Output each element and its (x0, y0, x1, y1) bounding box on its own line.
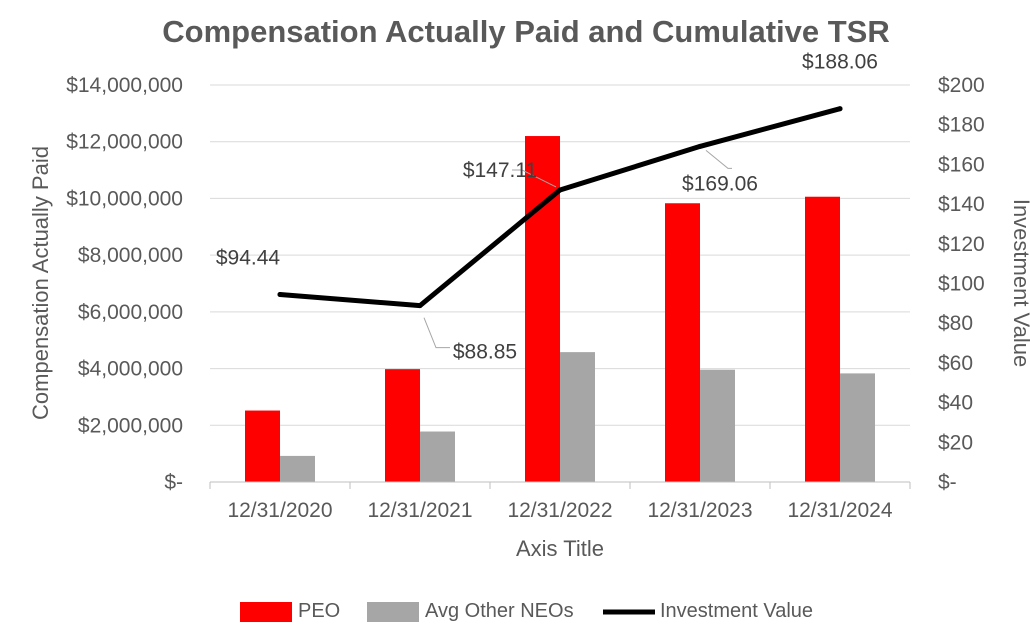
y-tick-label: $6,000,000 (78, 301, 183, 324)
y2-tick-label: $160 (938, 153, 985, 176)
x-tick-label: 12/31/2023 (647, 499, 752, 522)
bar-avg-other-neos-4 (840, 373, 875, 482)
legend-label-investment-value: Investment Value (660, 600, 813, 622)
y-tick-label: $2,000,000 (78, 414, 183, 437)
y2-tick-label: $- (938, 471, 957, 494)
legend-swatch-peo (240, 602, 292, 622)
y2-tick-label: $80 (938, 312, 973, 335)
bar-peo-2 (525, 136, 560, 483)
chart-title: Compensation Actually Paid and Cumulativ… (162, 14, 889, 49)
y-tick-label: $- (164, 471, 183, 494)
legend-label-avg-other-neos: Avg Other NEOs (425, 600, 574, 622)
y2-tick-label: $60 (938, 352, 973, 375)
y-tick-label: $10,000,000 (66, 187, 183, 210)
y2-tick-label: $20 (938, 431, 973, 454)
y2-tick-label: $120 (938, 233, 985, 256)
investment-value-point-1 (417, 303, 423, 309)
y2-tick-label: $40 (938, 392, 973, 415)
x-axis-title: Axis Title (516, 536, 604, 561)
investment-value-label-2: $147.11 (463, 159, 537, 182)
bar-avg-other-neos-3 (700, 369, 735, 482)
x-tick-label: 12/31/2021 (367, 499, 472, 522)
bar-peo-1 (385, 369, 420, 482)
investment-value-point-4 (837, 106, 843, 112)
investment-line (277, 106, 843, 309)
axes: $- $2,000,000 $4,000,000 $6,000,000 $8,000,0… (66, 74, 985, 522)
legend-swatch-avg-other-neos (367, 602, 419, 622)
bar-peo-4 (805, 196, 840, 482)
y-tick-label: $14,000,000 (66, 74, 183, 97)
x-tick-label: 12/31/2020 (227, 499, 332, 522)
y-tick-label: $8,000,000 (78, 244, 183, 267)
investment-value-label-3: $169.06 (682, 172, 758, 195)
data-label-leader (512, 169, 557, 188)
bar-peo-3 (665, 203, 700, 483)
data-labels: $94.44 $88.85 $147.11 $169.06 $188.06 (216, 51, 878, 364)
bar-avg-other-neos-1 (420, 431, 455, 482)
y2-axis-title: Investment Value (1009, 199, 1030, 367)
investment-value-point-2 (557, 187, 563, 193)
legend-label-peo: PEO (298, 600, 340, 622)
bar-peo-0 (245, 410, 280, 482)
investment-value-label-0: $94.44 (216, 247, 281, 270)
y-tick-label: $4,000,000 (78, 358, 183, 381)
y-tick-label: $12,000,000 (66, 131, 183, 154)
data-label-leader (423, 317, 450, 349)
bar-avg-other-neos-2 (560, 352, 595, 482)
y-axis-title: Compensation Actually Paid (28, 146, 53, 420)
y2-tick-label: $140 (938, 193, 985, 216)
y2-tick-label: $100 (938, 273, 985, 296)
x-tick-label: 12/31/2024 (787, 499, 892, 522)
investment-value-label-4: $188.06 (802, 51, 878, 74)
bars (245, 136, 875, 483)
x-tick-label: 12/31/2022 (507, 499, 612, 522)
y2-tick-label: $200 (938, 74, 985, 97)
legend: PEO Avg Other NEOs Investment Value (240, 600, 813, 622)
investment-value-point-0 (277, 292, 283, 298)
y2-tick-label: $180 (938, 114, 985, 137)
investment-value-label-1: $88.85 (453, 341, 517, 364)
data-label-leader (705, 150, 732, 169)
bar-avg-other-neos-0 (280, 455, 315, 482)
investment-value-point-3 (697, 143, 703, 149)
